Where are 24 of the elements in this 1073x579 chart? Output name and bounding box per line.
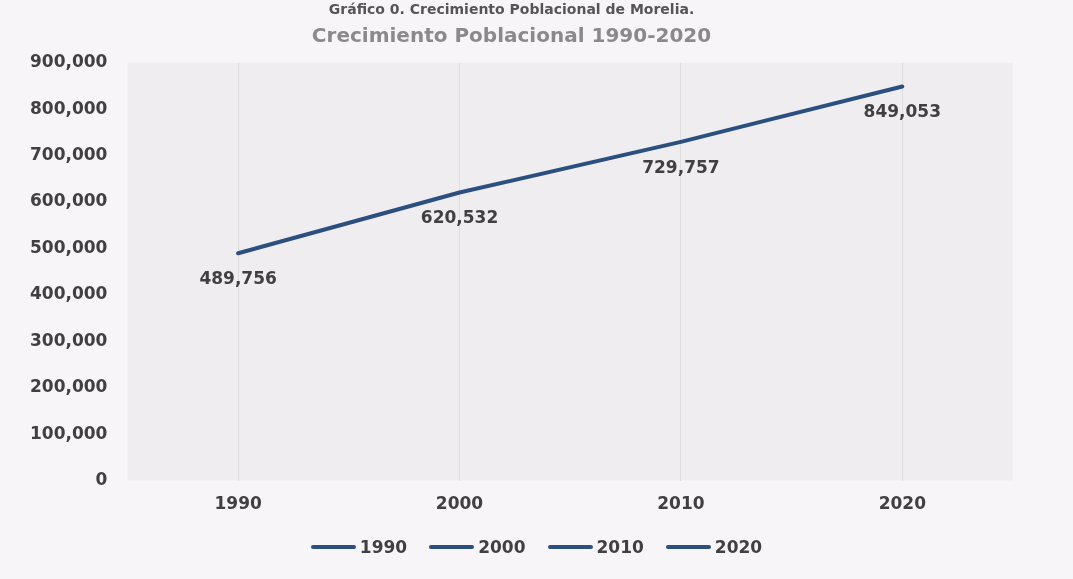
y-tick-label: 200,000 xyxy=(29,376,108,397)
category-label: 2020 xyxy=(714,537,763,557)
category-label: 2000 xyxy=(478,537,526,557)
data-label: 729,757 xyxy=(642,156,720,177)
x-tick-label: 2000 xyxy=(435,493,484,514)
y-tick-label: 300,000 xyxy=(29,329,108,350)
x-tick-label: 2020 xyxy=(878,493,927,514)
x-tick-label: 1990 xyxy=(214,493,262,514)
y-tick-label: 600,000 xyxy=(29,190,108,211)
y-tick-label: 800,000 xyxy=(29,97,108,118)
y-tick-label: 500,000 xyxy=(29,236,108,257)
chart-subtitle: Crecimiento Poblacional 1990-2020 xyxy=(311,23,712,47)
data-label: 489,756 xyxy=(199,268,277,289)
x-tick-label: 2010 xyxy=(657,493,705,514)
category-label: 1990 xyxy=(359,537,408,557)
chart-title: Gráfico 0. Crecimiento Poblacional de Morelia. xyxy=(328,1,695,18)
y-tick-label: 0 xyxy=(95,469,108,490)
y-tick-label: 900,000 xyxy=(29,51,108,72)
y-tick-label: 100,000 xyxy=(29,422,108,443)
y-tick-label: 400,000 xyxy=(29,283,108,304)
data-label: 620,532 xyxy=(420,207,499,228)
data-label: 849,053 xyxy=(863,101,942,122)
category-label: 2010 xyxy=(596,537,644,557)
y-tick-label: 700,000 xyxy=(29,144,108,165)
